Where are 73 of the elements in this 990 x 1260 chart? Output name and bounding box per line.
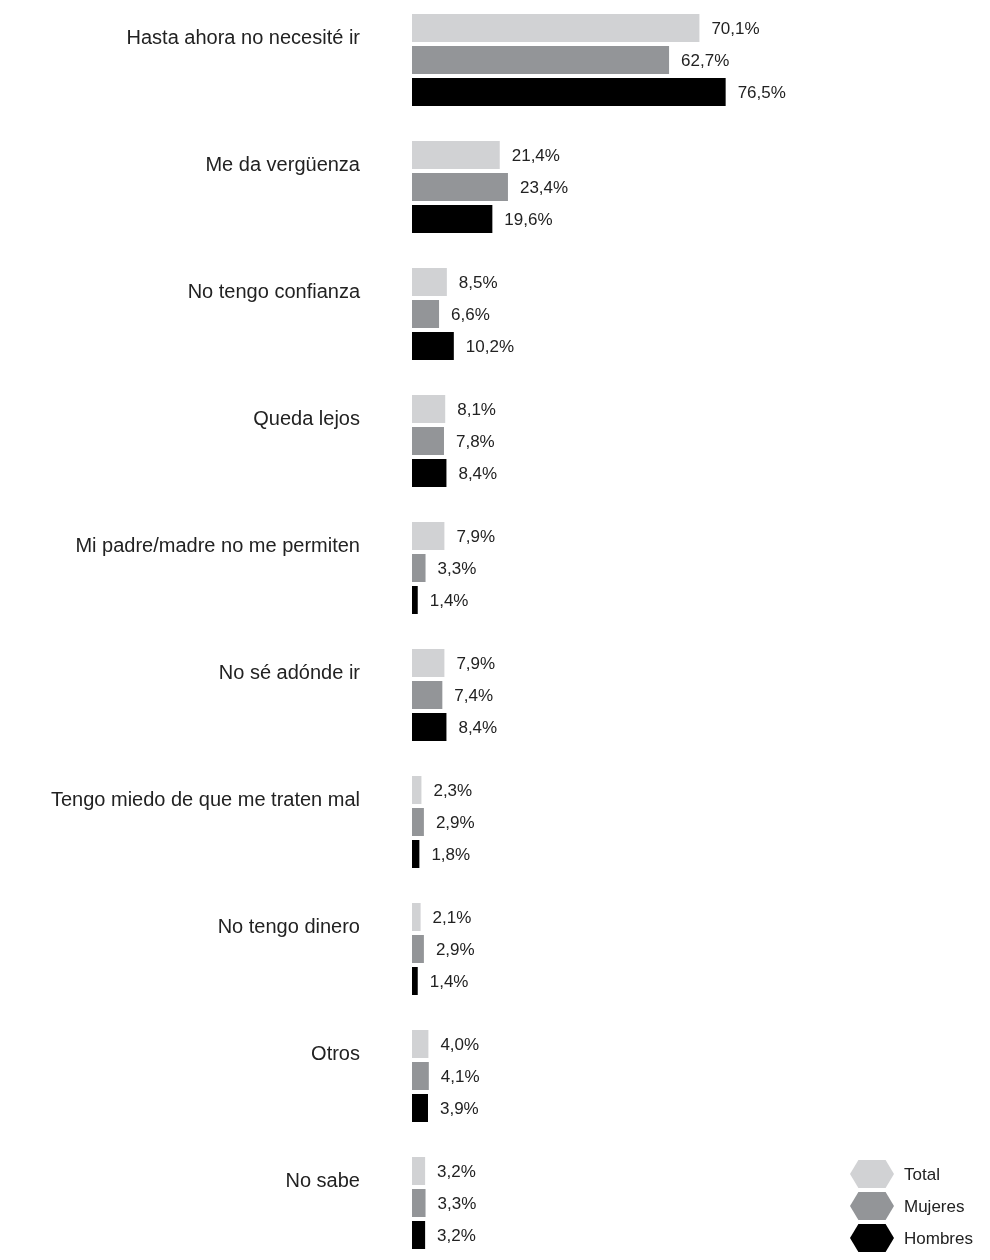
legend-label: Total [904,1165,940,1184]
bar [412,713,447,741]
y-tick-label: Hasta ahora no necesité ir [126,26,361,48]
data-label: 7,8% [455,432,495,451]
data-label: 1,4% [429,972,469,991]
y-tick-label: No tengo confianza [187,280,361,302]
y-tick-label: Mi padre/madre no me permiten [75,534,360,556]
y-tick-label: Otros [311,1042,360,1064]
bar [412,46,670,74]
data-label: 76,5% [737,83,786,102]
bar [412,205,493,233]
data-label: 70,1% [711,19,760,38]
data-label: 3,3% [437,1194,477,1213]
legend-label: Mujeres [904,1197,965,1216]
bar [412,586,418,614]
y-tick-label: Me da vergüenza [205,153,361,175]
data-label: 4,0% [440,1035,480,1054]
data-label: 7,4% [454,686,494,705]
y-tick-label: Tengo miedo de que me traten mal [50,788,360,810]
data-label: 2,1% [432,908,472,927]
bar [412,1094,428,1122]
bar [412,840,420,868]
data-label: 3,3% [437,559,477,578]
bar [412,1062,429,1090]
bar [412,1030,429,1058]
data-label: 8,5% [458,273,498,292]
data-label: 2,9% [435,813,475,832]
bar [412,935,424,963]
bar [412,300,440,328]
data-label: 7,9% [456,527,496,546]
data-label: 19,6% [504,210,553,229]
bar [412,173,508,201]
data-label: 21,4% [511,146,560,165]
bar [412,776,422,804]
bar [412,1221,426,1249]
y-tick-label: No sabe [285,1169,360,1191]
legend-label: Hombres [904,1229,973,1248]
y-tick-label: Queda lejos [253,407,360,429]
bar [412,681,443,709]
data-label: 1,4% [429,591,469,610]
bar [412,395,446,423]
bar [412,459,447,487]
data-label: 8,4% [458,718,498,737]
data-label: 23,4% [519,178,569,197]
bar [412,649,445,677]
data-label: 3,2% [437,1226,476,1245]
data-label: 10,2% [465,337,515,356]
bar [412,967,418,995]
y-tick-label: No tengo dinero [217,915,360,937]
data-label: 8,4% [458,464,498,483]
bar [412,268,447,296]
data-label: 7,9% [456,654,496,673]
bar [412,1157,426,1185]
bar [412,427,444,455]
bar [412,1189,426,1217]
data-label: 62,7% [681,51,730,70]
data-label: 8,1% [457,400,496,419]
data-label: 2,9% [435,940,475,959]
data-label: 3,2% [437,1162,476,1181]
bar [412,332,454,360]
data-label: 4,1% [440,1067,480,1086]
data-label: 6,6% [451,305,490,324]
data-label: 2,3% [433,781,473,800]
bar [412,14,700,42]
bar [412,141,500,169]
bar [412,903,421,931]
bar [412,554,426,582]
data-label: 3,9% [439,1099,479,1118]
data-label: 1,8% [431,845,471,864]
y-tick-label: No sé adónde ir [218,661,361,683]
bar [412,522,445,550]
bar [412,808,424,836]
bar [412,78,726,106]
